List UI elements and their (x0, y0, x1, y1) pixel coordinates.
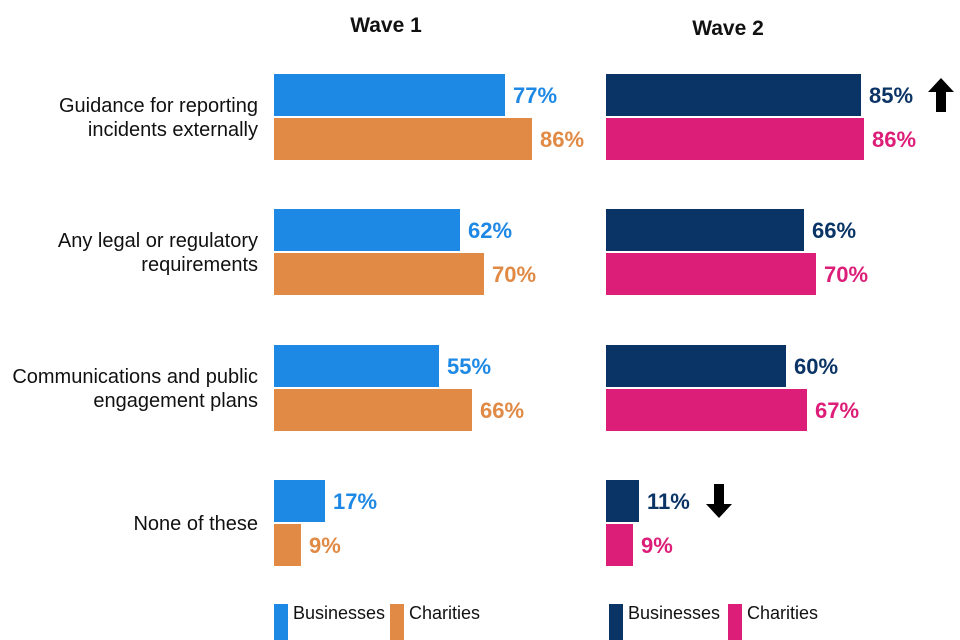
value-label: 66% (812, 218, 856, 243)
legend-label: Charities (747, 603, 818, 623)
bars: 77% 62% 55% 17% 86% 70% 66% 9% 85% 66% 60% 11% 86% 70… (274, 74, 954, 566)
value-label: 62% (468, 218, 512, 243)
value-label: 70% (492, 262, 536, 287)
value-label: 17% (333, 489, 377, 514)
bar-businesses-wave1 (274, 480, 325, 522)
panel-title-wave-2: Wave 2 (692, 17, 764, 40)
bar-businesses-wave2 (606, 74, 861, 116)
bar-businesses-wave2 (606, 345, 786, 387)
category-label: requirements (141, 254, 258, 276)
legend-swatch (728, 604, 742, 640)
category-label: Communications and public (12, 366, 258, 388)
bar-charities-wave2 (606, 389, 807, 431)
category-label: None of these (133, 513, 258, 535)
bar-charities-wave1 (274, 389, 472, 431)
bar-businesses-wave2 (606, 480, 639, 522)
bar-businesses-wave2 (606, 209, 804, 251)
category-label: Guidance for reporting (59, 95, 258, 117)
bar-charities-wave2 (606, 253, 816, 295)
category-label: engagement plans (93, 390, 258, 412)
bar-businesses-wave1 (274, 74, 505, 116)
value-label: 86% (872, 127, 916, 152)
category-label: incidents externally (88, 119, 258, 141)
panel-title-wave-1: Wave 1 (350, 14, 422, 37)
value-label: 9% (309, 533, 341, 558)
arrow-up-icon (928, 78, 954, 112)
legend-label: Businesses (293, 603, 385, 623)
value-label: 55% (447, 354, 491, 379)
legend-label: Businesses (628, 603, 720, 623)
bar-charities-wave1 (274, 524, 301, 566)
bar-charities-wave1 (274, 253, 484, 295)
value-label: 85% (869, 83, 913, 108)
legend-swatch (390, 604, 404, 640)
value-label: 70% (824, 262, 868, 287)
legend-label: Charities (409, 603, 480, 623)
category-label: Any legal or regulatory (58, 230, 258, 252)
value-label: 77% (513, 83, 557, 108)
arrow-down-icon (706, 484, 732, 518)
bar-businesses-wave1 (274, 345, 439, 387)
legend-swatch (609, 604, 623, 640)
value-label: 11% (647, 489, 690, 514)
bar-charities-wave1 (274, 118, 532, 160)
bar-charities-wave2 (606, 524, 633, 566)
value-label: 66% (480, 398, 524, 423)
value-label: 60% (794, 354, 838, 379)
bar-charities-wave2 (606, 118, 864, 160)
value-label: 86% (540, 127, 584, 152)
legend: Businesses Charities Businesses Charities (274, 603, 818, 640)
bar-businesses-wave1 (274, 209, 460, 251)
value-label: 67% (815, 398, 859, 423)
value-label: 9% (641, 533, 673, 558)
legend-swatch (274, 604, 288, 640)
